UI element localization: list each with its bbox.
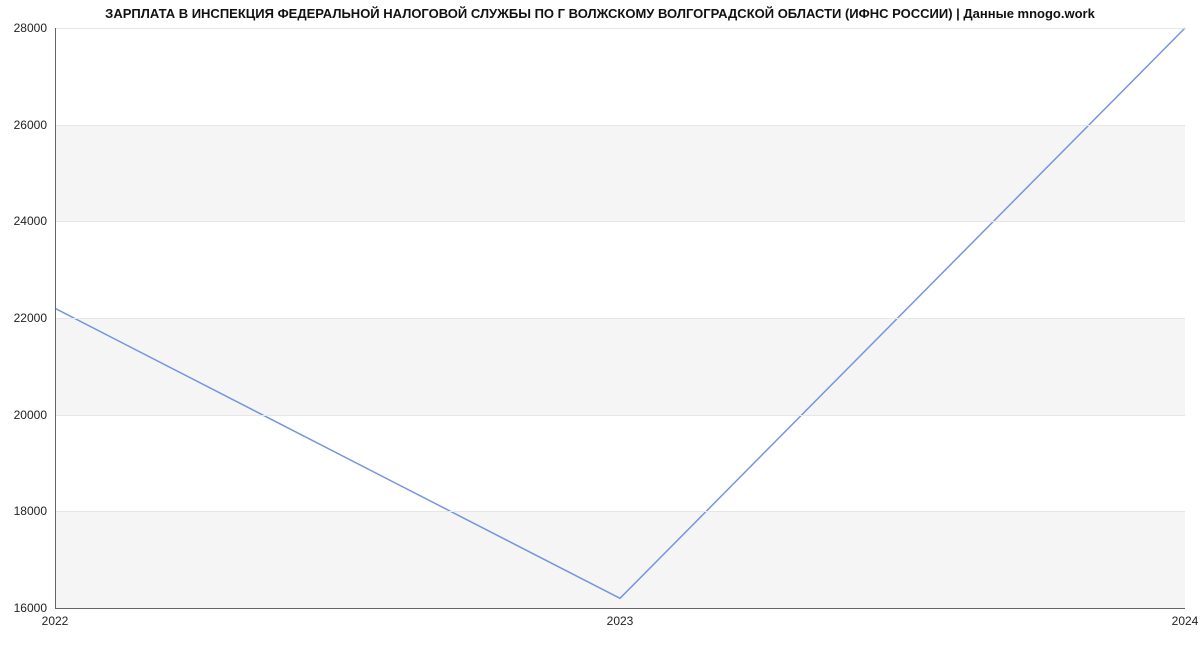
y-tick-label: 18000 xyxy=(0,504,47,518)
y-gridline xyxy=(55,511,1185,512)
x-tick-label: 2022 xyxy=(42,614,69,628)
y-gridline xyxy=(55,318,1185,319)
plot-area: 1600018000200002200024000260002800020222… xyxy=(55,28,1185,608)
y-gridline xyxy=(55,415,1185,416)
y-tick-label: 20000 xyxy=(0,408,47,422)
x-axis-line xyxy=(55,608,1185,609)
y-gridline xyxy=(55,125,1185,126)
y-tick-label: 28000 xyxy=(0,21,47,35)
y-tick-label: 26000 xyxy=(0,118,47,132)
y-gridline xyxy=(55,28,1185,29)
y-axis-line xyxy=(55,28,56,608)
y-tick-label: 16000 xyxy=(0,601,47,615)
series-polyline xyxy=(55,28,1185,598)
y-tick-label: 22000 xyxy=(0,311,47,325)
chart-title: ЗАРПЛАТА В ИНСПЕКЦИЯ ФЕДЕРАЛЬНОЙ НАЛОГОВ… xyxy=(0,6,1200,21)
x-tick-label: 2024 xyxy=(1172,614,1199,628)
salary-line-chart: ЗАРПЛАТА В ИНСПЕКЦИЯ ФЕДЕРАЛЬНОЙ НАЛОГОВ… xyxy=(0,0,1200,650)
y-gridline xyxy=(55,221,1185,222)
y-tick-label: 24000 xyxy=(0,214,47,228)
x-tick-label: 2023 xyxy=(607,614,634,628)
